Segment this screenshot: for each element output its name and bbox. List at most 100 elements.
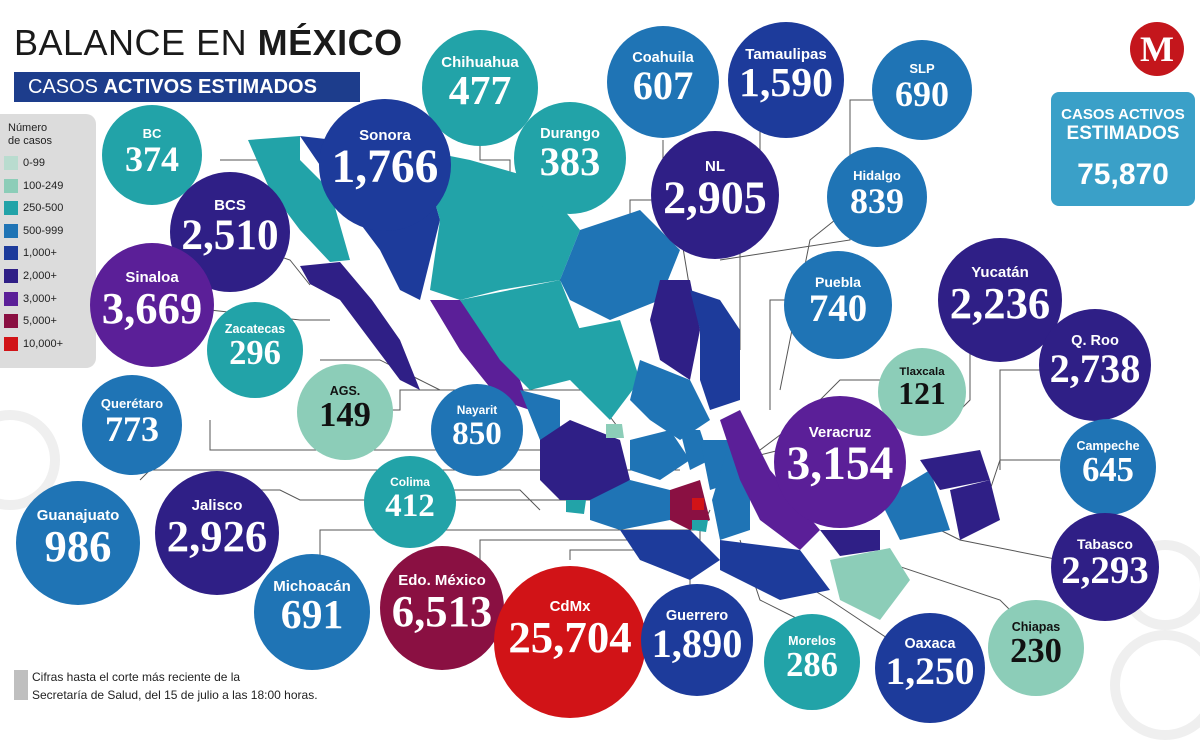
state-name: Guanajuato	[36, 507, 120, 525]
state-value: 230	[1010, 632, 1062, 671]
state-value: 3,669	[101, 283, 203, 334]
map-slp	[630, 360, 710, 440]
legend-label: 2,000+	[23, 270, 57, 282]
state-bubble: AGS. 149	[297, 364, 393, 460]
legend-swatch	[4, 314, 18, 329]
state-value: 1,890	[651, 620, 743, 666]
state-value: 412	[385, 487, 435, 525]
state-value: 645	[1082, 451, 1134, 490]
state-name: Guerrero	[665, 607, 729, 624]
state-name: Veracruz	[808, 423, 872, 441]
map-bc	[248, 136, 350, 262]
total-label-line1: CASOS ACTIVOS	[1061, 106, 1185, 123]
state-bubble: Chihuahua 477	[422, 30, 538, 146]
state-bubble: Q. Roo 2,738	[1039, 309, 1151, 421]
legend-swatch	[4, 201, 18, 216]
state-value: 6,513	[391, 586, 493, 637]
virus-decoration-bottom	[1110, 630, 1200, 740]
state-bubble: Durango 383	[514, 102, 626, 214]
state-value: 2,510	[181, 212, 279, 260]
state-value: 25,704	[508, 611, 632, 662]
state-bubble: Hidalgo 839	[827, 147, 927, 247]
map-morelos	[692, 520, 708, 532]
state-name: Chiapas	[1011, 620, 1061, 635]
state-value: 690	[895, 74, 949, 114]
state-bubble: Nayarit 850	[431, 384, 523, 476]
map-colima	[566, 500, 586, 514]
legend-swatch	[4, 223, 18, 238]
map-jalisco	[540, 420, 630, 500]
note-line2: Secretaría de Salud, del 15 de julio a l…	[32, 688, 318, 702]
map-durango	[460, 280, 580, 390]
total-label-line2: ESTIMADOS	[1066, 123, 1180, 144]
state-bubble: Jalisco 2,926	[155, 471, 279, 595]
map-sinaloa	[430, 300, 530, 410]
state-bubble: Sinaloa 3,669	[90, 243, 214, 367]
state-value: 3,154	[786, 437, 894, 490]
legend-label: 3,000+	[23, 292, 57, 305]
state-name: NL	[705, 157, 725, 175]
state-name: Colima	[390, 475, 430, 490]
map-zacatecas	[570, 320, 640, 420]
map-michoacan	[590, 480, 670, 530]
legend-item: 1,000+	[4, 246, 57, 261]
state-bubble: Puebla 740	[784, 251, 892, 359]
subtitle-bold: ACTIVOS ESTIMADOS	[103, 76, 317, 98]
state-name: Querétaro	[100, 396, 164, 411]
legend-item: 250-500	[4, 201, 63, 216]
state-name: Puebla	[814, 273, 861, 290]
legend-item: 10,000+	[4, 336, 63, 351]
state-bubble: Edo. México 6,513	[380, 546, 504, 670]
state-bubble: BC 374	[102, 105, 202, 205]
map-tamaulipas	[690, 290, 740, 410]
state-value: 773	[105, 409, 159, 449]
state-bubble: Zacatecas 296	[207, 302, 303, 398]
legend-item: 0-99	[4, 156, 45, 170]
map-nl	[650, 280, 700, 380]
legend-item: 3,000+	[4, 291, 57, 306]
milenio-logo: M	[1130, 22, 1184, 76]
state-value: 2,905	[663, 171, 767, 223]
state-name: Tlaxcala	[899, 366, 945, 379]
state-value: 2,236	[949, 278, 1051, 329]
state-name: Yucatán	[971, 264, 1029, 282]
state-name: Oaxaca	[904, 636, 956, 653]
map-bcs	[300, 262, 420, 390]
state-name: Morelos	[788, 634, 836, 649]
legend-label: 0-99	[23, 157, 46, 169]
state-name: Campeche	[1076, 439, 1140, 454]
state-value: 1,590	[739, 60, 833, 107]
map-yucatan	[920, 450, 990, 490]
title-light: BALANCE EN	[14, 22, 248, 63]
state-bubble: Guanajuato 986	[16, 481, 140, 605]
legend-item: 100-249	[4, 178, 63, 193]
state-value: 121	[898, 376, 946, 412]
state-value: 1,250	[885, 649, 975, 694]
legend: Número de casos 0-99 100-249 250-500 500-99…	[0, 114, 96, 368]
legend-swatch	[4, 246, 18, 261]
map-campeche	[880, 470, 950, 540]
state-bubble: Guerrero 1,890	[641, 584, 753, 696]
subtitle-light: CASOS	[28, 76, 99, 98]
state-name: Coahuila	[632, 49, 694, 66]
state-value: 1,766	[331, 140, 439, 193]
legend-title-line2: de casos	[8, 135, 53, 147]
state-bubble: Veracruz 3,154	[774, 396, 906, 528]
state-bubble: Sonora 1,766	[319, 99, 451, 231]
map-veracruz	[720, 410, 820, 550]
state-name: AGS.	[329, 384, 361, 399]
state-bubble: Tamaulipas 1,590	[728, 22, 844, 138]
source-note: Cifras hasta el corte más reciente de la…	[14, 668, 362, 704]
title-bold: MÉXICO	[257, 22, 403, 63]
state-value: 850	[452, 415, 502, 453]
state-name: Hidalgo	[853, 168, 901, 183]
state-bubble: Colima 412	[364, 456, 456, 548]
map-guanajuato	[630, 430, 690, 480]
state-bubble: Querétaro 773	[82, 375, 182, 475]
state-value: 2,293	[1061, 548, 1149, 592]
legend-label: 500-999	[23, 224, 64, 237]
state-bubble: SLP 690	[872, 40, 972, 140]
legend-item: 2,000+	[4, 269, 57, 283]
map-edomex	[670, 480, 710, 530]
state-name: Tamaulipas	[745, 46, 827, 64]
